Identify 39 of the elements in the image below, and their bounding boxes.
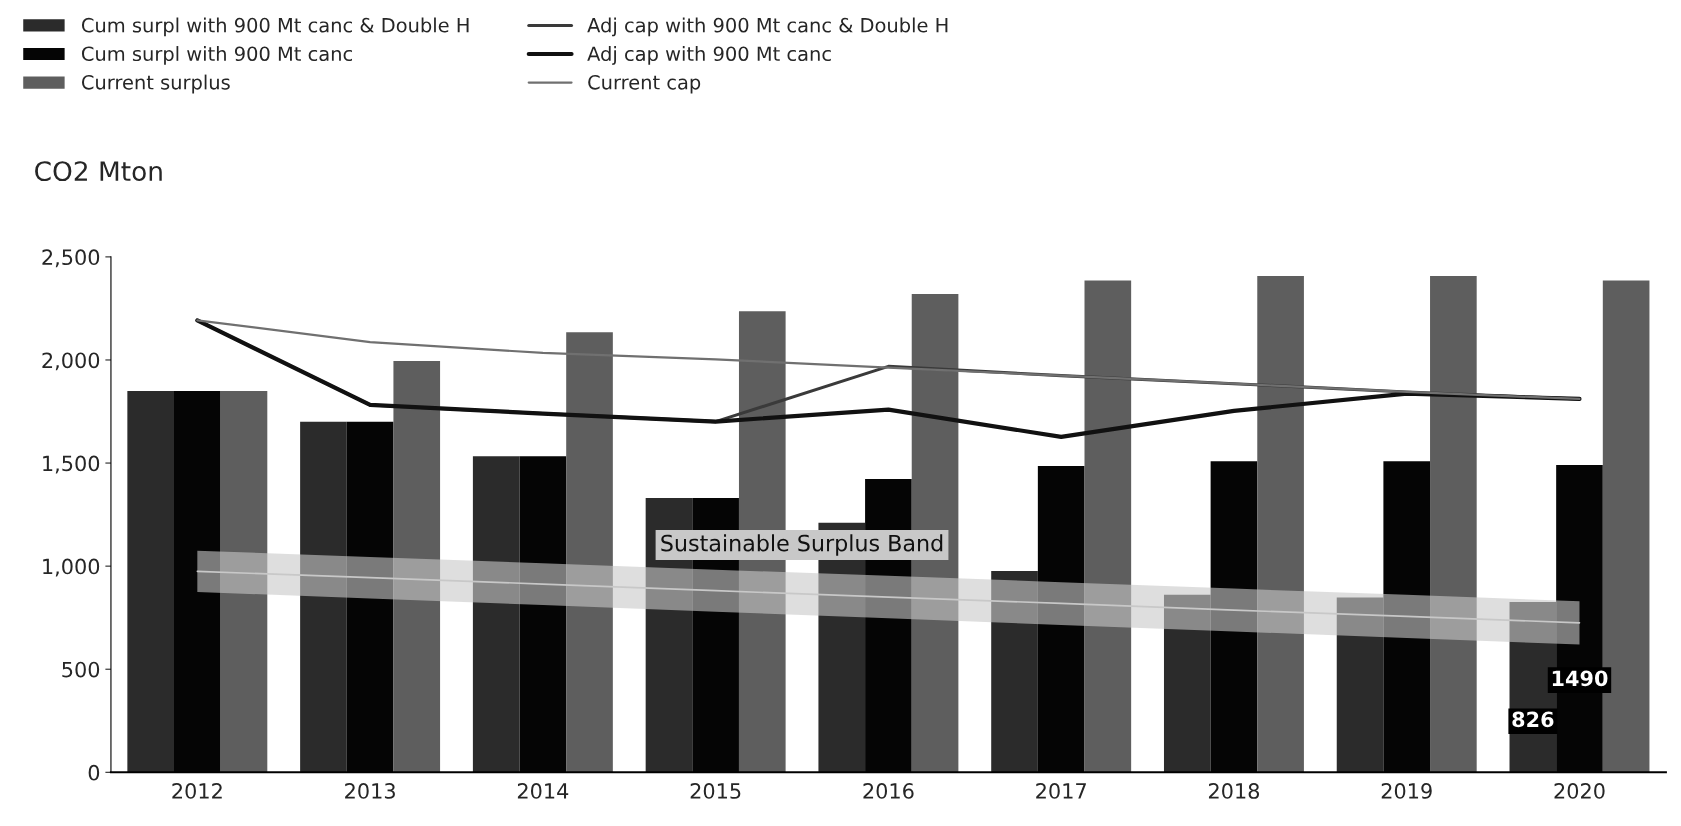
legend-label: Current cap	[588, 74, 701, 94]
bar	[300, 421, 347, 773]
bar	[566, 332, 613, 773]
bar	[1336, 597, 1384, 773]
bar	[393, 361, 441, 773]
y-tick-label: 2,500	[42, 249, 100, 268]
legend-label: Adj cap with 900 Mt canc & Double H	[587, 17, 948, 37]
bar	[991, 571, 1038, 773]
data-label: 1490	[1552, 670, 1608, 687]
series-label: Sustainable Surplus Band	[661, 534, 943, 556]
y-tick-label: 1,500	[43, 455, 100, 474]
x-tick-label: 2012	[172, 783, 222, 799]
y-axis-title: CO2 Mton	[35, 161, 162, 182]
legend-label: Current surplus	[81, 74, 230, 94]
legend-label: Cum surpl with 900 Mt canc	[81, 46, 352, 65]
x-tick-label: 2016	[863, 783, 914, 799]
bar	[1257, 276, 1304, 773]
bar	[1163, 594, 1211, 773]
bar	[220, 390, 268, 773]
x-tick-label: 2015	[690, 783, 741, 799]
line-series	[196, 319, 1581, 401]
legend-label: Cum surpl with 900 Mt canc & Double H	[81, 17, 469, 37]
x-tick-label: 2013	[345, 783, 395, 799]
y-tick-label: 500	[62, 661, 100, 678]
x-tick-label: 2017	[1036, 783, 1086, 799]
x-tick-label: 2019	[1381, 783, 1432, 799]
bar	[1430, 276, 1477, 773]
y-tick-label: 2,000	[42, 352, 100, 371]
line-series	[196, 570, 1581, 624]
x-tick-label: 2014	[517, 783, 569, 799]
bar	[1084, 280, 1132, 773]
data-label: 826	[1512, 711, 1554, 728]
bar	[472, 456, 520, 773]
bar	[127, 390, 175, 773]
x-tick-label: 2020	[1554, 783, 1605, 799]
y-tick-label: 1,000	[43, 558, 100, 577]
y-tick-label: 0	[88, 764, 100, 781]
legend-label: Adj cap with 900 Mt canc	[587, 46, 831, 65]
x-tick-label: 2018	[1208, 783, 1260, 799]
